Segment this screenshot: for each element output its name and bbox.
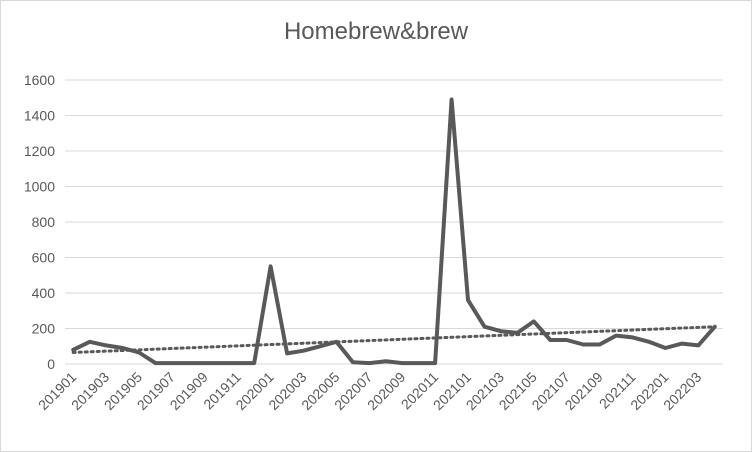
y-tick-label: 0	[47, 356, 55, 372]
chart-title: Homebrew&brew	[283, 18, 469, 45]
y-tick-label: 1000	[24, 179, 55, 195]
x-tick-label: 202109	[561, 369, 605, 413]
trendline	[71, 325, 717, 354]
y-tick-label: 600	[32, 250, 56, 266]
y-tick-label: 200	[32, 321, 56, 337]
y-tick-label: 400	[32, 285, 56, 301]
y-tick-label: 1600	[24, 72, 55, 88]
y-tick-label: 1200	[24, 143, 55, 159]
y-tick-label: 800	[32, 214, 56, 230]
y-tick-label: 1400	[24, 108, 55, 124]
series-line	[71, 97, 717, 366]
